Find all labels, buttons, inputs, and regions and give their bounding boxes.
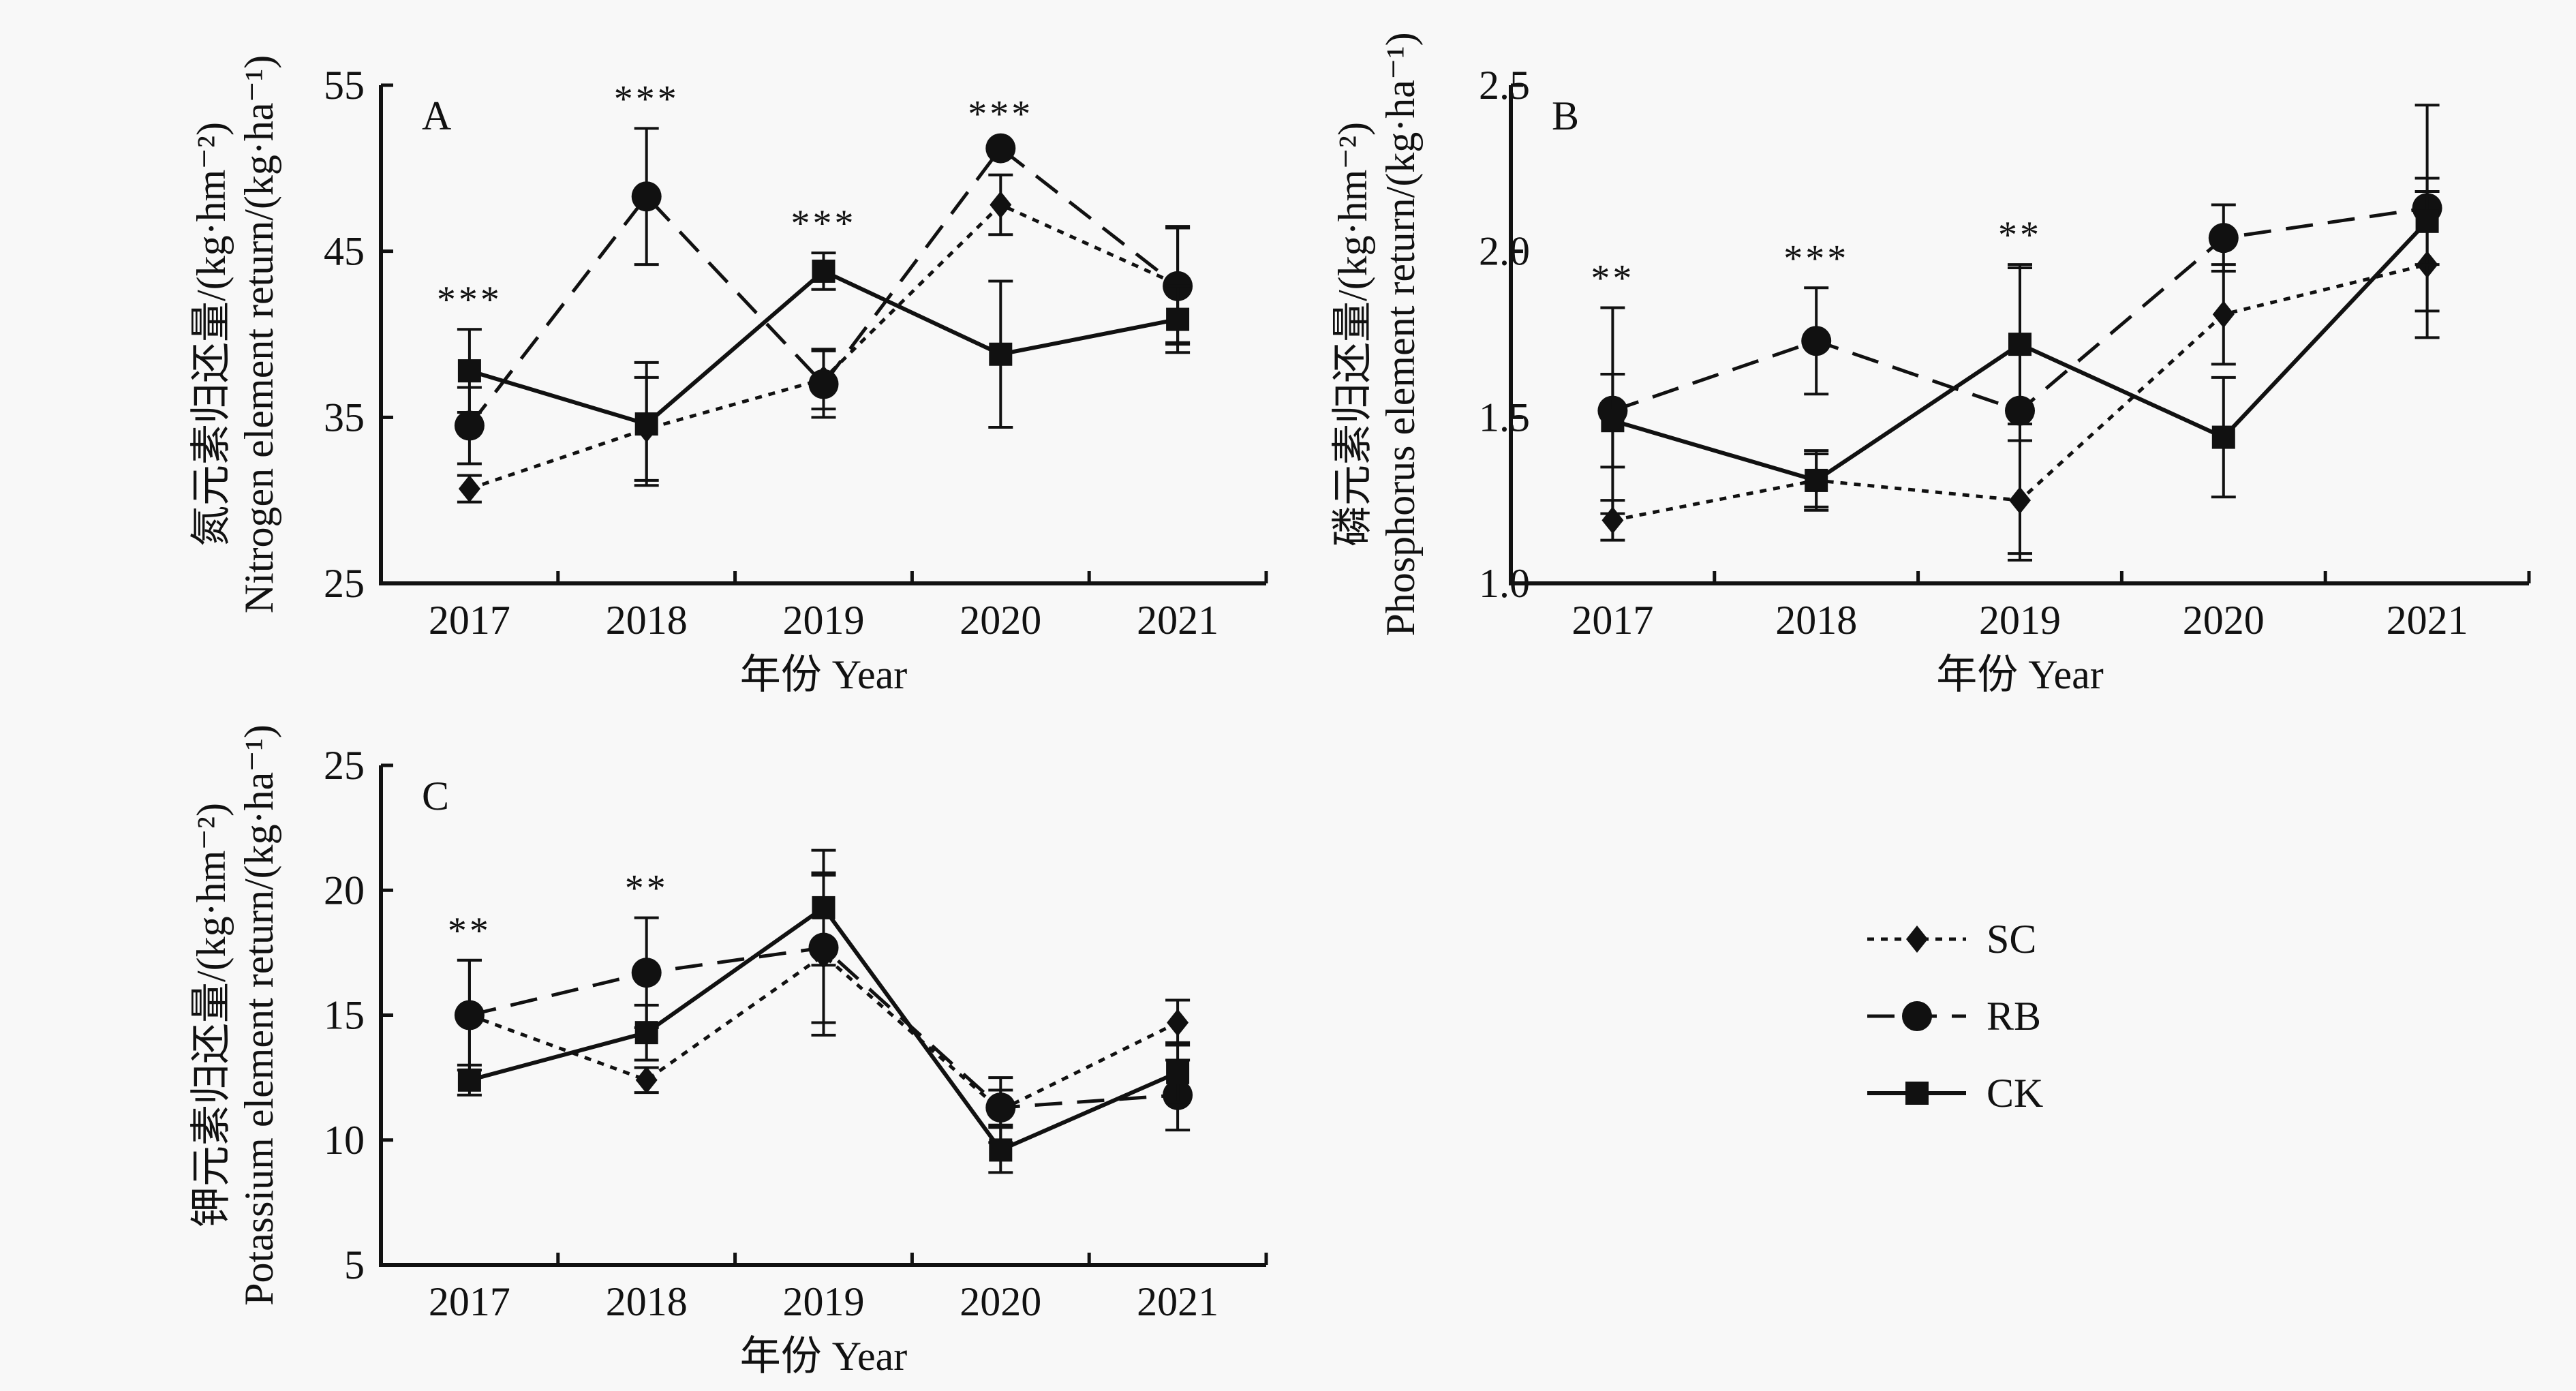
data-point-ck [1166,1060,1190,1084]
legend: SC RB CK [1867,917,2043,1116]
panel-c: 5 10 15 20 25 2017 2018 2019 2020 2021 年份 Year 钾元素归… [189,724,1268,1379]
x-tick-label: 2020 [2183,598,2265,643]
legend-label: CK [1987,1071,2043,1116]
legend-item-ck: CK [1867,1071,2043,1116]
data-point-ck [989,342,1013,366]
x-tick-label: 2018 [606,598,688,643]
data-point-rb [808,369,839,399]
y-tick-label: 20 [324,868,365,913]
series-ck [457,251,1191,487]
data-point-ck [1805,468,1828,492]
data-point-rb [454,1000,485,1030]
x-tick-label: 2017 [1571,598,1653,643]
y-tick-label: 25 [324,561,365,606]
x-axis-title: 年份 Year [740,652,908,697]
data-point-rb [1801,326,1832,356]
y-tick-label: 2.5 [1479,63,1530,108]
y-tick-label: 2.0 [1479,229,1530,274]
series-line [469,953,1179,1112]
panels: 25 35 45 55 2017 2018 2019 2020 2021 年份 Year 氮元素归还… [189,32,2531,1379]
y-axis-title-en: Phosphorus element return/(kg·ha⁻¹) [1378,32,1423,636]
data-point-ck [1166,307,1190,331]
y-tick-label: 1.5 [1479,395,1530,440]
x-tick-label: 2019 [783,1279,865,1324]
panel-letter: B [1552,93,1579,138]
x-tick-label: 2020 [960,598,1041,643]
legend-item-sc: SC [1867,917,2036,962]
y-axis-title-cn: 磷元素归还量/(kg·hm⁻²) [1330,122,1375,547]
data-point-rb [985,133,1016,164]
panel-a: 25 35 45 55 2017 2018 2019 2020 2021 年份 Year 氮元素归还… [189,55,1268,697]
data-point-rb [631,958,662,988]
series-ck [457,849,1191,1174]
y-axis-title-en: Nitrogen element return/(kg·ha⁻¹) [236,55,281,613]
y-tick-label: 1.0 [1479,561,1530,606]
x-tick-label: 2021 [2387,598,2468,643]
y-tick-label: 55 [324,63,365,108]
data-point-ck [2008,333,2031,356]
data-point-ck [989,1138,1013,1162]
data-point-ck [812,259,835,283]
legend-item-rb: RB [1867,994,2041,1039]
x-tick-label: 2021 [1137,1279,1218,1324]
y-tick-label: 5 [344,1242,365,1287]
data-point-sc [458,475,480,503]
x-tick-label: 2018 [606,1279,688,1324]
data-point-ck [812,896,835,919]
y-tick-label: 25 [324,743,365,788]
y-axis-title-cn: 钾元素归还量/(kg·hm⁻²) [189,803,234,1227]
x-tick-label: 2020 [960,1279,1041,1324]
data-point-sc [1167,1009,1189,1037]
data-point-sc [990,191,1012,219]
y-tick-label: 10 [324,1118,365,1163]
y-tick-label: 45 [324,229,365,274]
series-ck [1600,177,2440,512]
data-point-rb [985,1092,1016,1123]
data-point-rb [2208,223,2239,254]
x-tick-label: 2021 [1137,598,1218,643]
data-point-sc [635,1066,658,1094]
significance-mark: *** [614,78,679,120]
legend-label: SC [1987,917,2036,962]
y-tick-label: 15 [324,993,365,1038]
significance-mark: *** [968,93,1033,135]
data-point-ck [457,1068,481,1092]
data-point-ck [457,359,481,383]
x-tick-label: 2017 [429,1279,510,1324]
data-point-sc [2212,301,2235,328]
significance-mark: *** [437,279,502,321]
data-point-ck [634,1021,658,1045]
x-tick-label: 2018 [1775,598,1857,643]
legend-marker-rb [1902,1001,1932,1031]
data-point-ck [1601,409,1625,433]
significance-mark: ** [448,910,491,952]
panel-b: 1.0 1.5 2.0 2.5 2017 2018 2019 2020 2021 年份 Year 磷… [1330,32,2531,697]
data-point-ck [2415,209,2439,233]
y-tick-label: 35 [324,395,365,440]
significance-mark: *** [791,202,857,245]
x-axis-title: 年份 Year [740,1334,908,1379]
panel-letter: A [422,93,451,138]
y-axis-title-cn: 氮元素归还量/(kg·hm⁻²) [189,122,234,547]
significance-mark: *** [1783,237,1849,279]
legend-marker-ck [1905,1082,1929,1105]
y-axis-title-en: Potassium element return/(kg·ha⁻¹) [236,724,281,1306]
significance-mark: ** [1591,258,1634,300]
significance-mark: ** [1998,214,2042,256]
legend-marker-sc [1906,926,1928,953]
x-tick-label: 2017 [429,598,510,643]
x-tick-label: 2019 [783,598,865,643]
series-line [467,146,1179,427]
significance-mark: ** [625,868,669,910]
x-tick-label: 2019 [1979,598,2061,643]
data-point-ck [634,412,658,436]
data-point-rb [454,410,485,441]
panel-letter: C [422,774,449,819]
legend-label: RB [1987,994,2041,1039]
data-point-rb [631,181,662,212]
data-point-ck [2211,425,2235,449]
x-axis-title: 年份 Year [1936,652,2104,697]
